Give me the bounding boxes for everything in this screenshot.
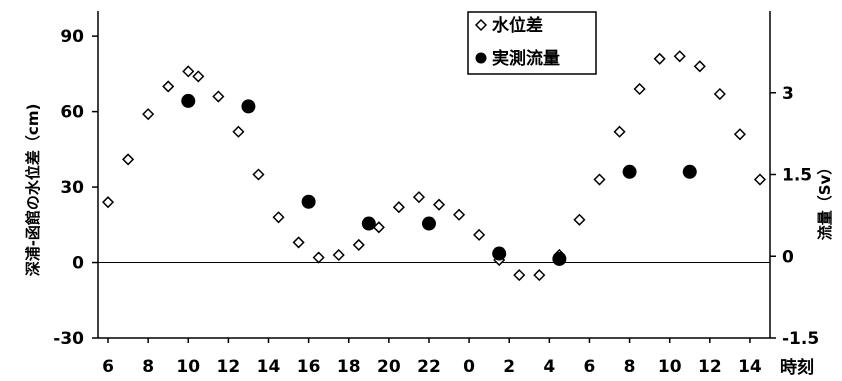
- water-level-point: [713, 87, 726, 101]
- water-level-point: [372, 221, 385, 234]
- water-level-point: [412, 191, 426, 204]
- x-axis-label: 時刻: [780, 357, 814, 378]
- x-tick-label: 8: [142, 357, 154, 377]
- water-level-point: [232, 125, 245, 138]
- measured-flow-point: [552, 251, 567, 266]
- water-level-point: [312, 251, 325, 264]
- x-tick-label: 14: [257, 357, 281, 377]
- x-tick-label: 12: [698, 357, 722, 377]
- water-level-point: [533, 269, 546, 282]
- water-level-point: [593, 173, 606, 186]
- x-tick-label: 10: [658, 357, 682, 377]
- y2-tick-label: 1.5: [782, 166, 812, 186]
- x-tick-label: 10: [176, 357, 200, 377]
- series-water-level: [101, 50, 767, 282]
- x-tick-label: 0: [463, 357, 475, 377]
- water-level-point: [292, 236, 305, 249]
- water-level-point: [673, 50, 686, 63]
- x-tick-label: 16: [297, 357, 321, 377]
- water-level-point: [453, 208, 466, 221]
- water-level-point: [352, 238, 365, 251]
- legend-label-water-level: 水位差: [492, 15, 543, 36]
- water-level-point: [192, 70, 205, 83]
- x-tick-label: 8: [624, 357, 636, 377]
- water-level-point: [513, 269, 526, 282]
- series-measured-flow: [181, 93, 697, 266]
- right-axis-tick-labels: -1.5 0 1.5 3: [782, 84, 819, 349]
- x-tick-label: 20: [377, 357, 401, 377]
- y-tick-label: 0: [72, 254, 84, 274]
- water-level-point: [633, 82, 646, 96]
- measured-flow-point: [241, 99, 256, 114]
- legend: 水位差 実測流量: [467, 11, 597, 75]
- y2-tick-label: 3: [782, 84, 794, 104]
- x-axis-tick-labels: 6 8 10 12 14 16 18 20 22 0 2 4 6 8 10 12 14: [102, 357, 762, 377]
- measured-flow-point: [492, 246, 507, 261]
- measured-flow-point: [361, 216, 376, 231]
- y2-axis-label: 流量（Sv）: [816, 160, 834, 241]
- water-level-point: [212, 90, 225, 103]
- water-level-point: [122, 153, 135, 166]
- water-level-point: [653, 52, 666, 65]
- legend-label-measured-flow: 実測流量: [492, 48, 560, 69]
- y-tick-label: 60: [60, 103, 84, 123]
- legend-circle-icon: [475, 52, 487, 64]
- water-level-point: [142, 108, 155, 121]
- series-marks: [101, 50, 767, 282]
- x-tick-label: 2: [503, 357, 515, 377]
- measured-flow-point: [682, 164, 697, 179]
- measured-flow-point: [181, 93, 196, 108]
- legend-diamond-icon: [474, 18, 488, 32]
- water-level-point: [573, 213, 586, 226]
- y2-tick-label: -1.5: [782, 329, 819, 349]
- water-level-point: [332, 248, 345, 262]
- x-tick-label: 6: [102, 357, 114, 377]
- water-level-point: [753, 173, 767, 186]
- water-level-point: [252, 168, 265, 181]
- measured-flow-point: [622, 164, 637, 179]
- water-level-point: [473, 228, 486, 241]
- water-level-point: [272, 211, 285, 224]
- y-tick-label: 30: [60, 178, 84, 198]
- y-tick-label: 90: [60, 27, 84, 47]
- x-tick-label: 12: [217, 357, 241, 377]
- water-level-point: [733, 128, 746, 141]
- x-tick-label: 18: [337, 357, 361, 377]
- water-level-point: [162, 80, 175, 93]
- water-level-point: [432, 198, 446, 211]
- y-axis-label: 深浦-函館の水位差（cm): [24, 104, 42, 277]
- measured-flow-point: [421, 216, 436, 231]
- x-tick-label: 14: [738, 357, 762, 377]
- x-tick-label: 22: [417, 357, 441, 377]
- water-level-point: [693, 60, 706, 73]
- axes: [92, 11, 776, 343]
- y2-tick-label: 0: [782, 247, 794, 267]
- x-tick-label: 6: [584, 357, 596, 377]
- legend-box: [467, 11, 597, 75]
- y-tick-label: -30: [53, 329, 84, 349]
- x-tick-label: 4: [543, 357, 555, 377]
- water-level-point: [613, 125, 626, 138]
- water-level-point: [101, 196, 115, 209]
- water-level-point: [392, 201, 405, 214]
- water-level-point: [182, 65, 195, 78]
- measured-flow-point: [301, 194, 316, 209]
- left-axis-tick-labels: -30 0 30 60 90: [53, 27, 84, 349]
